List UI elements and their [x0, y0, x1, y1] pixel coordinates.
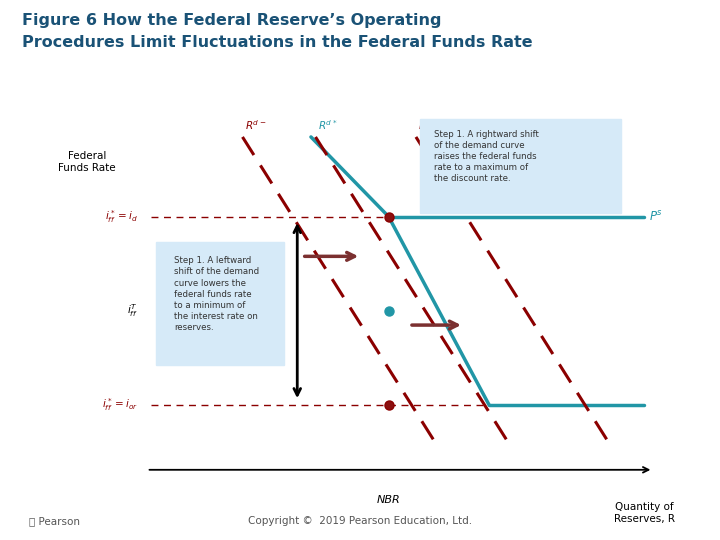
Text: Step 1. A rightward shift
of the demand curve
raises the federal funds
rate to a: Step 1. A rightward shift of the demand … [434, 130, 539, 183]
FancyBboxPatch shape [420, 119, 621, 213]
Text: Ⓟ Pearson: Ⓟ Pearson [29, 516, 80, 526]
Text: $R^{d*}$: $R^{d*}$ [318, 118, 337, 132]
Text: Quantity of
Reserves, R: Quantity of Reserves, R [613, 502, 675, 524]
Text: $R^{d+}$: $R^{d+}$ [418, 118, 439, 132]
Text: Federal
Funds Rate: Federal Funds Rate [58, 151, 116, 173]
Text: $P^s$: $P^s$ [649, 210, 663, 224]
Text: Procedures Limit Fluctuations in the Federal Funds Rate: Procedures Limit Fluctuations in the Fed… [22, 35, 532, 50]
Text: $i^*_{ff} = i_{or}$: $i^*_{ff} = i_{or}$ [102, 396, 138, 413]
Text: NBR: NBR [377, 495, 400, 505]
Text: $i^*_{ff} = i_d$: $i^*_{ff} = i_d$ [105, 208, 138, 225]
Text: Step 1. A leftward
shift of the demand
curve lowers the
federal funds rate
to a : Step 1. A leftward shift of the demand c… [174, 256, 259, 332]
Text: $i^T_{ff}$: $i^T_{ff}$ [127, 302, 138, 319]
FancyBboxPatch shape [156, 242, 284, 365]
Text: $R^{d-}$: $R^{d-}$ [245, 118, 266, 132]
Text: Figure 6 How the Federal Reserve’s Operating: Figure 6 How the Federal Reserve’s Opera… [22, 14, 441, 29]
Text: Copyright ©  2019 Pearson Education, Ltd.: Copyright © 2019 Pearson Education, Ltd. [248, 516, 472, 526]
